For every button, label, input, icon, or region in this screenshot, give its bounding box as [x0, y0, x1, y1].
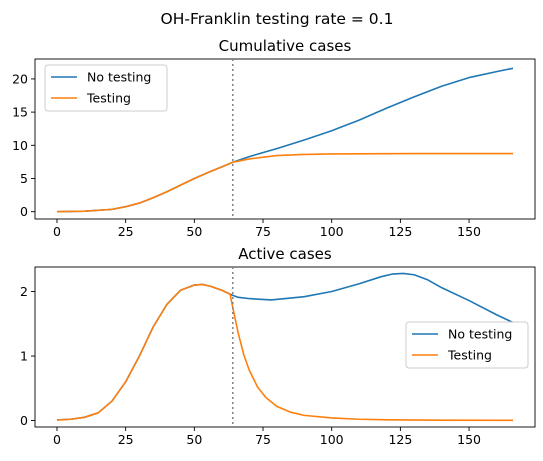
active-cases-x-tick-label: 125	[388, 432, 412, 447]
active-cases-y-tick-label: 0	[20, 413, 28, 428]
active-cases-plot-area: 0 25 50 75 100 125 150 0 1 2 No testing Testing	[20, 266, 536, 447]
cumulative-cases-x-tick-label: 100	[320, 224, 344, 239]
cumulative-cases-title: Cumulative cases	[219, 37, 352, 55]
cumulative-cases-x-tick-label: 150	[457, 224, 481, 239]
cumulative-cases-y-tick-label: 15	[12, 105, 28, 120]
active-cases-axes-frame	[34, 266, 536, 428]
active-cases-x-tick-label: 50	[186, 432, 202, 447]
active-cases-y-tick-label: 1	[20, 349, 28, 364]
active-cases-legend-label: Testing	[447, 348, 492, 363]
cumulative-cases-x-tick-label: 75	[255, 224, 271, 239]
cumulative-cases-y-tick-label: 0	[20, 204, 28, 219]
cumulative-cases-plot-area: 0 25 50 75 100 125 150 0 5 10 15 20 No testing Testin…	[12, 58, 536, 239]
active-cases-series-testing-line	[56, 283, 514, 422]
active-cases-title: Active cases	[238, 245, 332, 263]
cumulative-cases-y-tick-label: 10	[12, 138, 28, 153]
cumulative-cases-x-tick-label: 0	[53, 224, 61, 239]
active-cases-x-tick-label: 0	[53, 432, 61, 447]
active-cases-y-tick-label: 2	[20, 284, 28, 299]
active-cases-panel: Active cases 0 25 50 75 100 125 150 0 1 2 No testi…	[20, 245, 536, 447]
cumulative-cases-legend: No testing Testing	[44, 64, 168, 112]
cumulative-cases-series-testing-line	[56, 152, 514, 213]
active-cases-legend-label: No testing	[448, 327, 512, 342]
active-cases-x-tick-label: 150	[457, 432, 481, 447]
cumulative-cases-x-tick-label: 125	[388, 224, 412, 239]
active-cases-legend: No testing Testing	[405, 321, 529, 369]
cumulative-cases-legend-label: Testing	[86, 91, 131, 106]
cumulative-cases-x-tick-label: 25	[118, 224, 134, 239]
cumulative-cases-legend-label: No testing	[87, 70, 151, 85]
active-cases-x-tick-label: 100	[320, 432, 344, 447]
cumulative-cases-panel: Cumulative cases 0 25 50 75 100 125 150 0 5 10 15 2…	[12, 37, 536, 239]
cumulative-cases-y-tick-label: 20	[12, 71, 28, 86]
cumulative-cases-axes-frame	[34, 58, 536, 220]
figure-title: OH-Franklin testing rate = 0.1	[161, 10, 394, 28]
cumulative-cases-x-tick-label: 50	[186, 224, 202, 239]
active-cases-x-tick-label: 75	[255, 432, 271, 447]
active-cases-x-tick-label: 25	[118, 432, 134, 447]
cumulative-cases-y-tick-label: 5	[20, 171, 28, 186]
